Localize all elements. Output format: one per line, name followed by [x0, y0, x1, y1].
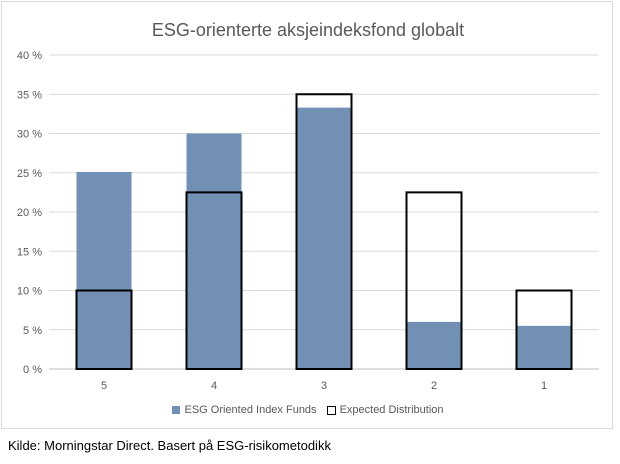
bar-chart: 0 % 5 % 10 % 15 % 20 % 25 % 30 % 35 % 40 % 5 4 3 2 1 — [17, 50, 599, 392]
source-note: Kilde: Morningstar Direct. Basert på ESG… — [8, 438, 331, 453]
x-tick-label: 2 — [431, 380, 437, 392]
chart-title: ESG-orienterte aksjeindeksfond globalt — [151, 20, 465, 40]
x-tick-label: 3 — [321, 380, 327, 392]
y-tick-label: 40 % — [17, 50, 42, 62]
legend: ESG Oriented Index Funds Expected Distri… — [2, 404, 614, 416]
legend-swatch-expected — [326, 405, 336, 415]
bar-esg-2 — [406, 321, 462, 369]
bar-expected-3 — [295, 93, 353, 370]
legend-item-expected: Expected Distribution — [326, 404, 444, 416]
chart-frame: ESG-orienterte aksjeindeksfond globalt 0… — [1, 1, 613, 429]
y-tick-label: 5 % — [23, 325, 42, 337]
bar-esg-5 — [76, 171, 132, 369]
legend-item-esg: ESG Oriented Index Funds — [172, 404, 317, 416]
y-tick-label: 35 % — [17, 89, 42, 101]
bar-esg-3 — [296, 107, 352, 369]
y-tick-label: 15 % — [17, 246, 42, 258]
bar-esg-4 — [186, 133, 242, 369]
x-tick-label: 5 — [101, 380, 107, 392]
legend-label-expected: Expected Distribution — [339, 404, 444, 416]
bar-expected-4 — [185, 191, 243, 370]
x-tick-label: 1 — [541, 380, 547, 392]
bar-expected-1 — [515, 289, 573, 370]
legend-label-esg: ESG Oriented Index Funds — [184, 404, 317, 416]
y-tick-label: 0 % — [23, 364, 42, 376]
bar-expected-2 — [405, 191, 463, 370]
x-tick-label: 4 — [211, 380, 217, 392]
legend-swatch-esg — [172, 406, 181, 414]
bar-esg-1 — [516, 325, 572, 369]
y-tick-label: 25 % — [17, 168, 42, 180]
y-tick-label: 20 % — [17, 207, 42, 219]
y-tick-label: 10 % — [17, 286, 42, 298]
y-tick-label: 30 % — [17, 129, 42, 141]
bar-expected-5 — [75, 289, 133, 370]
